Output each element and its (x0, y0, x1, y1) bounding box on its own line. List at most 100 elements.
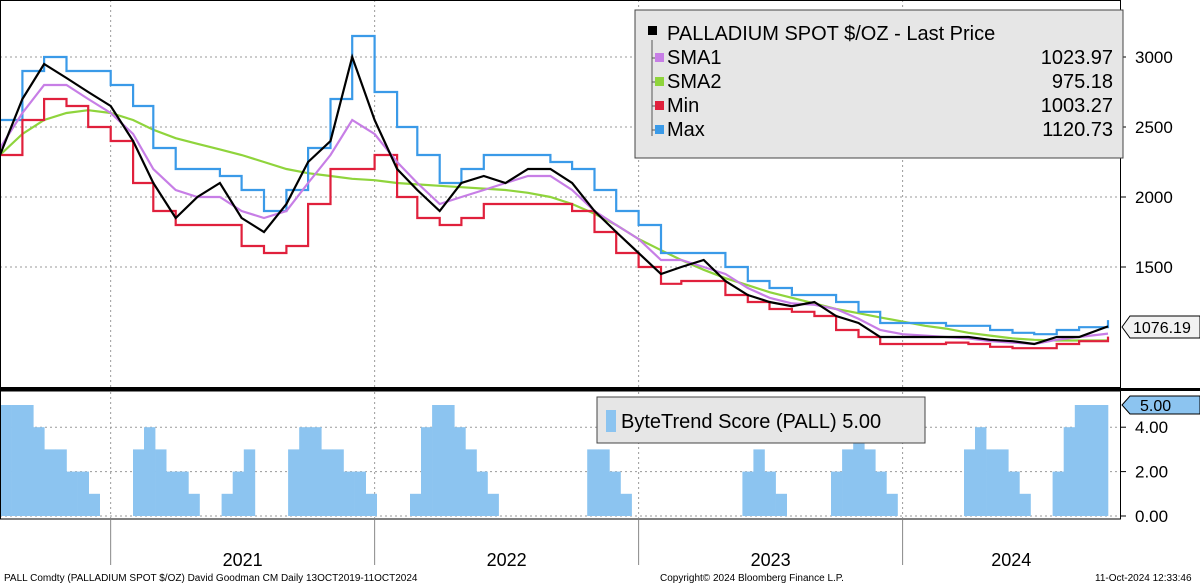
score-bar (55, 449, 67, 516)
series-line-sma1 (0, 83, 1109, 346)
score-bar (587, 449, 599, 516)
score-bar (0, 405, 12, 516)
score-bar (365, 493, 377, 516)
score-y-axis: 4.00 2.00 0.00 (1120, 418, 1168, 526)
score-badge-value: 5.00 (1140, 398, 1171, 415)
score-bar (742, 471, 754, 516)
score-bar (775, 493, 787, 516)
score-bar (321, 449, 333, 516)
score-bar (243, 449, 256, 516)
score-bar (964, 449, 976, 516)
panel-separator (0, 388, 1200, 391)
score-bar (11, 405, 23, 516)
score-tick-label: 4.00 (1135, 418, 1168, 437)
score-bar (886, 493, 898, 516)
x-axis: 2021 2022 2023 2024 (0, 518, 1120, 570)
score-bar (487, 493, 499, 516)
price-badge-value: 1076.19 (1133, 320, 1191, 337)
price-badge-shape (1121, 315, 1200, 339)
series-line-max (0, 34, 1110, 336)
score-bar (177, 471, 189, 516)
footer-right: 11-Oct-2024 12:33:46 (1095, 573, 1192, 584)
score-bar (1019, 493, 1031, 516)
legend-swatch-sma1 (655, 53, 664, 62)
score-bar (221, 493, 233, 516)
price-panel-border (0, 0, 1121, 388)
score-badge: 5.00 (1121, 395, 1200, 415)
score-bar (454, 427, 466, 516)
legend-value-min: 1003.27 (1041, 95, 1113, 117)
score-bar (975, 427, 987, 516)
score-bar (77, 471, 89, 516)
price-legend: PALLADIUM SPOT $/OZ - Last Price SMA1 102… (634, 9, 1124, 159)
score-legend-swatch (606, 410, 616, 432)
score-bar (66, 471, 78, 516)
legend-label-min: Min (667, 95, 699, 117)
score-bar (609, 471, 621, 516)
score-bar (133, 449, 145, 516)
year-tick-label: 2024 (991, 550, 1031, 570)
score-bar (875, 471, 887, 516)
score-legend-label: ByteTrend Score (PALL) 5.00 (621, 411, 881, 433)
score-bars (0, 405, 1109, 516)
score-bar (88, 493, 100, 516)
score-bar (465, 449, 477, 516)
price-series (0, 34, 1110, 350)
score-bar (421, 427, 433, 516)
score-bar (343, 471, 355, 516)
score-legend: ByteTrend Score (PALL) 5.00 (596, 396, 926, 444)
price-tick-label: 2500 (1135, 118, 1173, 137)
legend-title: PALLADIUM SPOT $/OZ - Last Price (667, 23, 995, 45)
score-bar (188, 493, 200, 516)
legend-value-sma1: 1023.97 (1041, 47, 1113, 69)
score-bar (476, 471, 488, 516)
score-bar (332, 449, 344, 516)
legend-label-max: Max (667, 119, 705, 141)
upper-grid (0, 0, 1120, 388)
legend-label-sma2: SMA2 (667, 71, 721, 93)
legend-swatch-sma2 (655, 77, 664, 86)
price-tick-label: 1500 (1135, 258, 1173, 277)
legend-swatch-last-price (648, 26, 657, 35)
score-bar (354, 471, 366, 516)
score-bar (853, 427, 865, 516)
price-tick-label: 2000 (1135, 188, 1173, 207)
year-tick-label: 2022 (487, 550, 527, 570)
series-line-palladium-spot-oz-last-price (0, 53, 1109, 346)
score-bar (1063, 427, 1076, 516)
score-bar (864, 449, 876, 516)
footer-left: PALL Comdty (PALLADIUM SPOT $/OZ) David … (4, 573, 418, 584)
score-bar (997, 449, 1009, 516)
legend-label-sma1: SMA1 (667, 47, 721, 69)
score-bar (1085, 405, 1098, 516)
price-tick-label: 3000 (1135, 48, 1173, 67)
legend-value-max: 1120.73 (1042, 119, 1113, 141)
score-bar (443, 405, 455, 516)
score-bar (620, 493, 632, 516)
score-bar (764, 471, 776, 516)
score-bar (310, 427, 322, 516)
series-line-min (0, 97, 1110, 350)
legend-swatch-min (655, 101, 664, 110)
score-bar (33, 427, 45, 516)
score-bar (831, 471, 843, 516)
score-tick-label: 0.00 (1135, 507, 1168, 526)
score-bar (753, 449, 765, 516)
score-bar (232, 471, 245, 516)
score-bar (155, 449, 167, 516)
score-bar (432, 405, 444, 516)
legend-swatch-max (655, 125, 664, 134)
score-bar (1074, 405, 1087, 516)
price-badge: 1076.19 (1121, 315, 1200, 339)
year-tick-label: 2021 (223, 550, 263, 570)
score-bar (986, 449, 998, 516)
score-bar (598, 449, 610, 516)
score-bar (299, 427, 311, 516)
score-bar (44, 449, 56, 516)
year-tick-label: 2023 (751, 550, 791, 570)
score-bar (166, 471, 178, 516)
score-bar (1008, 471, 1020, 516)
score-bar (1096, 405, 1109, 516)
score-bar (288, 449, 300, 516)
